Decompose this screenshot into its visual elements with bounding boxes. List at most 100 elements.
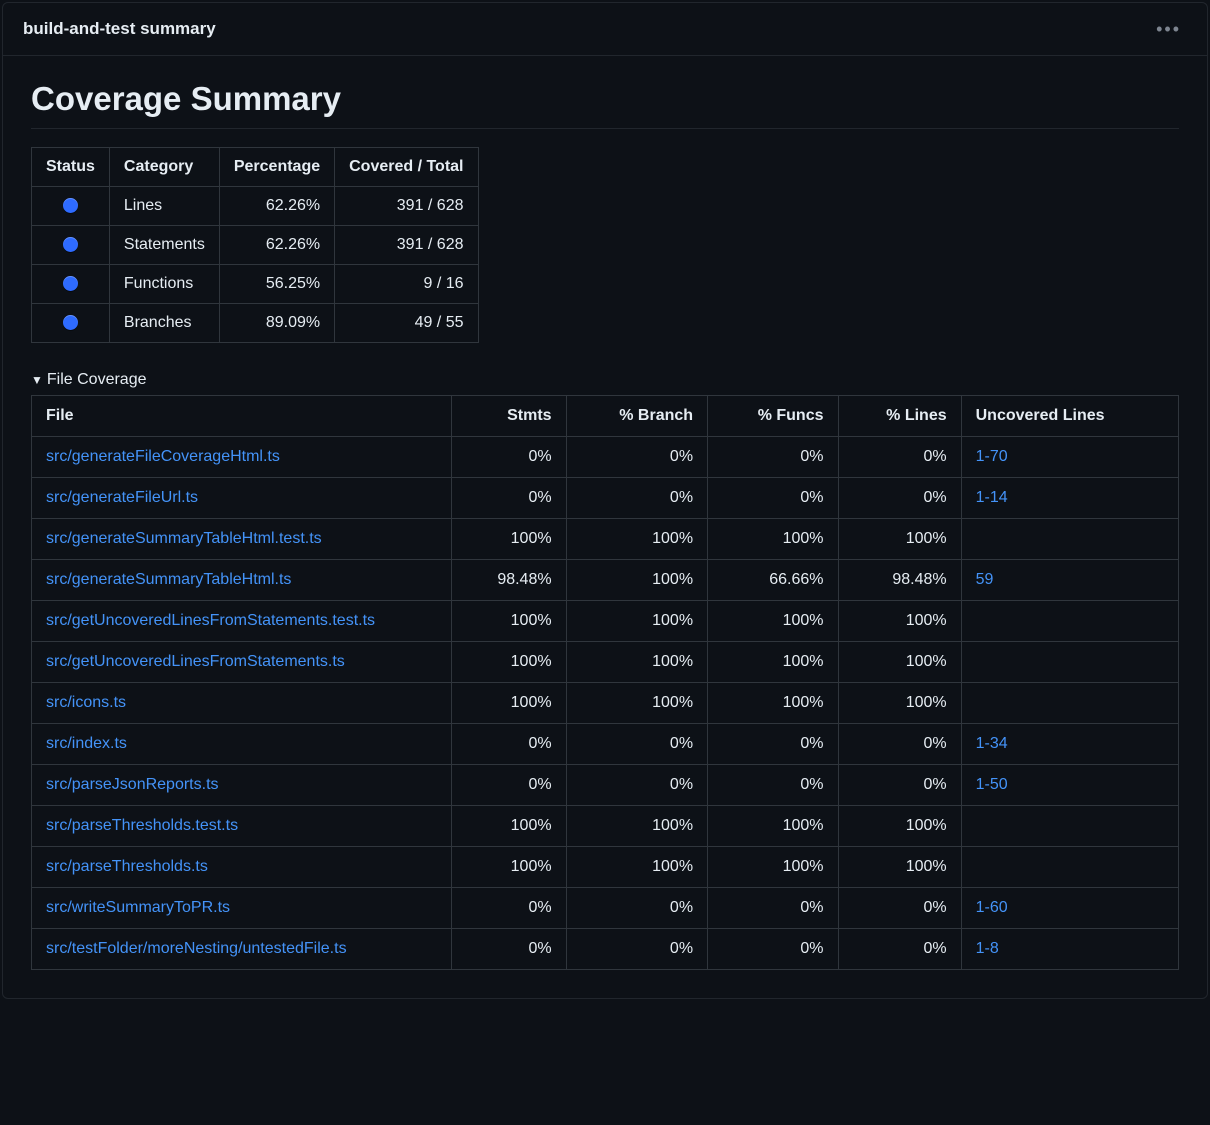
uncovered-lines-link[interactable]: 1-50 <box>976 776 1008 793</box>
col-header-covered-total: Covered / Total <box>335 148 478 187</box>
panel-title: build-and-test summary <box>23 19 216 39</box>
branch-cell: 100% <box>566 642 707 683</box>
file-link[interactable]: src/generateSummaryTableHtml.test.ts <box>46 530 322 547</box>
summary-row: Functions56.25%9 / 16 <box>32 265 479 304</box>
funcs-cell: 0% <box>708 437 838 478</box>
file-cell: src/testFolder/moreNesting/untestedFile.… <box>32 929 452 970</box>
stmts-cell: 0% <box>452 765 567 806</box>
branch-cell: 100% <box>566 519 707 560</box>
funcs-cell: 100% <box>708 806 838 847</box>
branch-cell: 0% <box>566 888 707 929</box>
funcs-cell: 100% <box>708 601 838 642</box>
funcs-cell: 100% <box>708 642 838 683</box>
file-row: src/generateSummaryTableHtml.test.ts 100%… <box>32 519 1179 560</box>
file-link[interactable]: src/writeSummaryToPR.ts <box>46 899 230 916</box>
branch-cell: 0% <box>566 437 707 478</box>
lines-cell: 0% <box>838 724 961 765</box>
file-link[interactable]: src/parseJsonReports.ts <box>46 776 219 793</box>
file-row: src/writeSummaryToPR.ts0%0%0%0%1-60 <box>32 888 1179 929</box>
category-cell: Statements <box>109 226 219 265</box>
uncovered-lines-link[interactable]: 1-60 <box>976 899 1008 916</box>
file-row: src/getUncoveredLinesFromStatements.test… <box>32 601 1179 642</box>
file-link[interactable]: src/testFolder/moreNesting/untestedFile.… <box>46 940 347 957</box>
uncovered-cell: 59 <box>961 560 1178 601</box>
percentage-cell: 62.26% <box>219 226 334 265</box>
uncovered-cell <box>961 847 1178 888</box>
file-cell: src/generateSummaryTableHtml.ts <box>32 560 452 601</box>
funcs-cell: 66.66% <box>708 560 838 601</box>
file-link[interactable]: src/index.ts <box>46 735 127 752</box>
summary-row: Lines62.26%391 / 628 <box>32 187 479 226</box>
funcs-cell: 100% <box>708 683 838 724</box>
funcs-cell: 0% <box>708 724 838 765</box>
file-coverage-toggle[interactable]: ▼ File Coverage <box>31 371 1179 389</box>
branch-cell: 0% <box>566 929 707 970</box>
percentage-cell: 62.26% <box>219 187 334 226</box>
stmts-cell: 100% <box>452 642 567 683</box>
branch-cell: 0% <box>566 478 707 519</box>
file-cell: src/generateFileUrl.ts <box>32 478 452 519</box>
file-link[interactable]: src/parseThresholds.test.ts <box>46 817 238 834</box>
uncovered-lines-link[interactable]: 1-70 <box>976 448 1008 465</box>
stmts-cell: 0% <box>452 437 567 478</box>
uncovered-lines-link[interactable]: 1-8 <box>976 940 999 957</box>
page-title: Coverage Summary <box>31 80 1179 129</box>
uncovered-cell <box>961 683 1178 724</box>
caret-down-icon: ▼ <box>31 373 43 387</box>
covered-total-cell: 49 / 55 <box>335 304 478 343</box>
funcs-cell: 0% <box>708 765 838 806</box>
file-link[interactable]: src/getUncoveredLinesFromStatements.ts <box>46 653 345 670</box>
funcs-cell: 0% <box>708 478 838 519</box>
lines-cell: 0% <box>838 478 961 519</box>
file-cell: src/generateFileCoverageHtml.ts <box>32 437 452 478</box>
panel-header: build-and-test summary ••• <box>3 3 1207 56</box>
uncovered-lines-link[interactable]: 59 <box>976 571 994 588</box>
lines-cell: 0% <box>838 929 961 970</box>
status-dot-icon <box>63 315 78 330</box>
file-row: src/generateFileCoverageHtml.ts0%0%0%0%1… <box>32 437 1179 478</box>
branch-cell: 100% <box>566 847 707 888</box>
file-link[interactable]: src/generateFileCoverageHtml.ts <box>46 448 280 465</box>
lines-cell: 100% <box>838 519 961 560</box>
status-dot-icon <box>63 276 78 291</box>
file-row: src/parseJsonReports.ts0%0%0%0%1-50 <box>32 765 1179 806</box>
summary-row: Branches89.09%49 / 55 <box>32 304 479 343</box>
file-link[interactable]: src/parseThresholds.ts <box>46 858 208 875</box>
col-header-funcs: % Funcs <box>708 396 838 437</box>
covered-total-cell: 9 / 16 <box>335 265 478 304</box>
file-row: src/generateSummaryTableHtml.ts 98.48%100… <box>32 560 1179 601</box>
uncovered-cell: 1-70 <box>961 437 1178 478</box>
uncovered-lines-link[interactable]: 1-14 <box>976 489 1008 506</box>
uncovered-lines-link[interactable]: 1-34 <box>976 735 1008 752</box>
file-row: src/parseThresholds.test.ts100%100%100%1… <box>32 806 1179 847</box>
lines-cell: 0% <box>838 888 961 929</box>
file-row: src/icons.ts100%100%100%100% <box>32 683 1179 724</box>
stmts-cell: 100% <box>452 847 567 888</box>
file-link[interactable]: src/generateFileUrl.ts <box>46 489 198 506</box>
file-cell: src/index.ts <box>32 724 452 765</box>
branch-cell: 100% <box>566 560 707 601</box>
summary-row: Statements62.26%391 / 628 <box>32 226 479 265</box>
lines-cell: 100% <box>838 806 961 847</box>
category-cell: Branches <box>109 304 219 343</box>
uncovered-cell: 1-60 <box>961 888 1178 929</box>
lines-cell: 100% <box>838 642 961 683</box>
file-row: src/generateFileUrl.ts0%0%0%0%1-14 <box>32 478 1179 519</box>
col-header-status: Status <box>32 148 110 187</box>
stmts-cell: 98.48% <box>452 560 567 601</box>
panel-content: Coverage Summary Status Category Percent… <box>3 56 1207 998</box>
file-link[interactable]: src/getUncoveredLinesFromStatements.test… <box>46 612 375 629</box>
uncovered-cell <box>961 642 1178 683</box>
lines-cell: 100% <box>838 601 961 642</box>
file-link[interactable]: src/generateSummaryTableHtml.ts <box>46 571 291 588</box>
file-cell: src/parseThresholds.test.ts <box>32 806 452 847</box>
col-header-file: File <box>32 396 452 437</box>
kebab-menu-icon[interactable]: ••• <box>1150 20 1187 38</box>
col-header-category: Category <box>109 148 219 187</box>
file-cell: src/generateSummaryTableHtml.test.ts <box>32 519 452 560</box>
status-cell <box>32 226 110 265</box>
file-link[interactable]: src/icons.ts <box>46 694 126 711</box>
col-header-percentage: Percentage <box>219 148 334 187</box>
col-header-branch: % Branch <box>566 396 707 437</box>
category-cell: Lines <box>109 187 219 226</box>
